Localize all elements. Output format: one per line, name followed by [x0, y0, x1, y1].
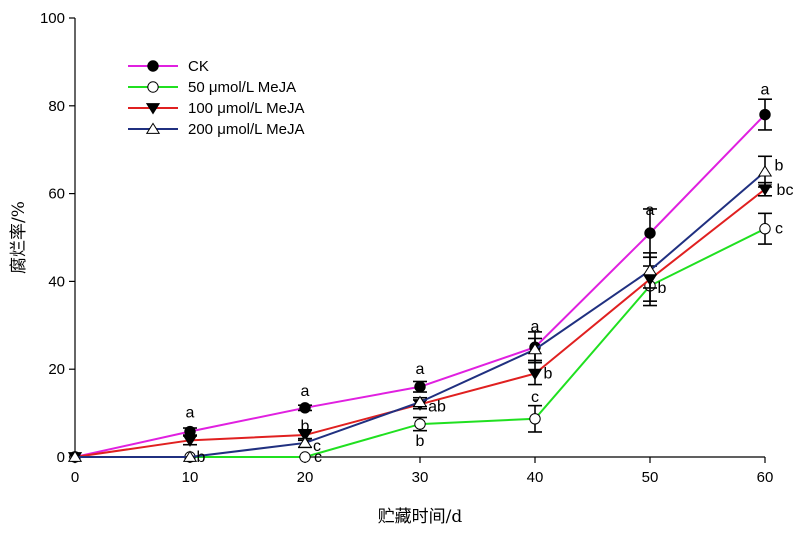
significance-letter: c [531, 389, 539, 406]
series-line [75, 170, 766, 458]
y-tick-label: 40 [48, 273, 65, 290]
significance-letter: b [775, 158, 784, 175]
legend-marker [147, 81, 159, 93]
data-point [299, 451, 311, 463]
legend-label: CK [188, 58, 209, 75]
legend-marker [145, 122, 161, 134]
data-point [414, 418, 426, 430]
x-tick-label: 40 [527, 469, 544, 486]
significance-letter: b [416, 433, 425, 450]
data-point [414, 381, 426, 393]
significance-letter: a [301, 383, 310, 400]
significance-letter: b [197, 449, 206, 466]
legend-label: 200 μmol/L MeJA [188, 121, 304, 138]
significance-letter: b [544, 366, 553, 383]
y-tick-label: 60 [48, 186, 65, 203]
legend-label: 100 μmol/L MeJA [188, 100, 304, 117]
legend-marker [147, 60, 159, 72]
significance-letter: bc [777, 182, 794, 199]
significance-letter: a [531, 318, 540, 335]
legend-item-100-mol-l-meja: 100 μmol/L MeJA [128, 100, 304, 117]
series-ck [69, 98, 772, 463]
x-axis-title: 贮藏时间/d [378, 507, 463, 527]
data-point [527, 368, 543, 381]
significance-letter: a [646, 202, 655, 219]
significance-letter: ab [428, 398, 446, 415]
axes: 0 20 40 60 80 100 0 10 20 30 40 50 60 [40, 10, 773, 486]
data-point [182, 450, 198, 462]
legend-label: 50 μmol/L MeJA [188, 79, 296, 96]
y-tick-label: 100 [40, 10, 65, 27]
data-point [299, 402, 311, 414]
significance-letter: b [301, 418, 310, 435]
data-point [182, 435, 198, 447]
legend-marker [145, 103, 161, 115]
legend-item-50-mol-l-meja: 50 μmol/L MeJA [128, 79, 296, 96]
significance-letter: c [775, 221, 783, 238]
data-point [759, 108, 771, 121]
significance-letter: c [313, 438, 321, 455]
significance-letter: c [314, 449, 322, 466]
y-tick-label: 0 [57, 449, 65, 466]
significance-letter: a [761, 82, 770, 99]
significance-letter: a [416, 361, 425, 378]
x-tick-label: 20 [297, 469, 314, 486]
series-layer [67, 98, 773, 464]
data-point [644, 227, 656, 239]
data-point [642, 263, 658, 276]
data-point [412, 395, 428, 407]
data-point [757, 165, 773, 177]
significance-letter: a [186, 405, 195, 422]
data-point [527, 342, 543, 355]
significance-letter: b [658, 280, 667, 297]
x-tick-label: 30 [412, 469, 429, 486]
x-tick-label: 0 [71, 469, 79, 486]
x-tick-label: 10 [182, 469, 199, 486]
legend: CK 50 μmol/L MeJA 100 μmol/L MeJA 200 μmol/… [128, 58, 304, 138]
series-50-mol-l-meja [69, 212, 772, 463]
data-point [67, 450, 83, 462]
series-200-mol-l-meja [67, 155, 773, 462]
y-tick-label: 20 [48, 361, 65, 378]
legend-item-ck: CK [128, 58, 209, 75]
y-tick-label: 80 [48, 98, 65, 115]
x-tick-label: 60 [757, 469, 774, 486]
x-tick-label: 50 [642, 469, 659, 486]
data-point [529, 413, 541, 425]
legend-item-200-mol-l-meja: 200 μmol/L MeJA [128, 121, 304, 138]
data-point [759, 223, 771, 235]
y-axis-title: 腐烂率/% [9, 201, 29, 274]
data-point [297, 436, 313, 448]
data-point [297, 430, 313, 442]
